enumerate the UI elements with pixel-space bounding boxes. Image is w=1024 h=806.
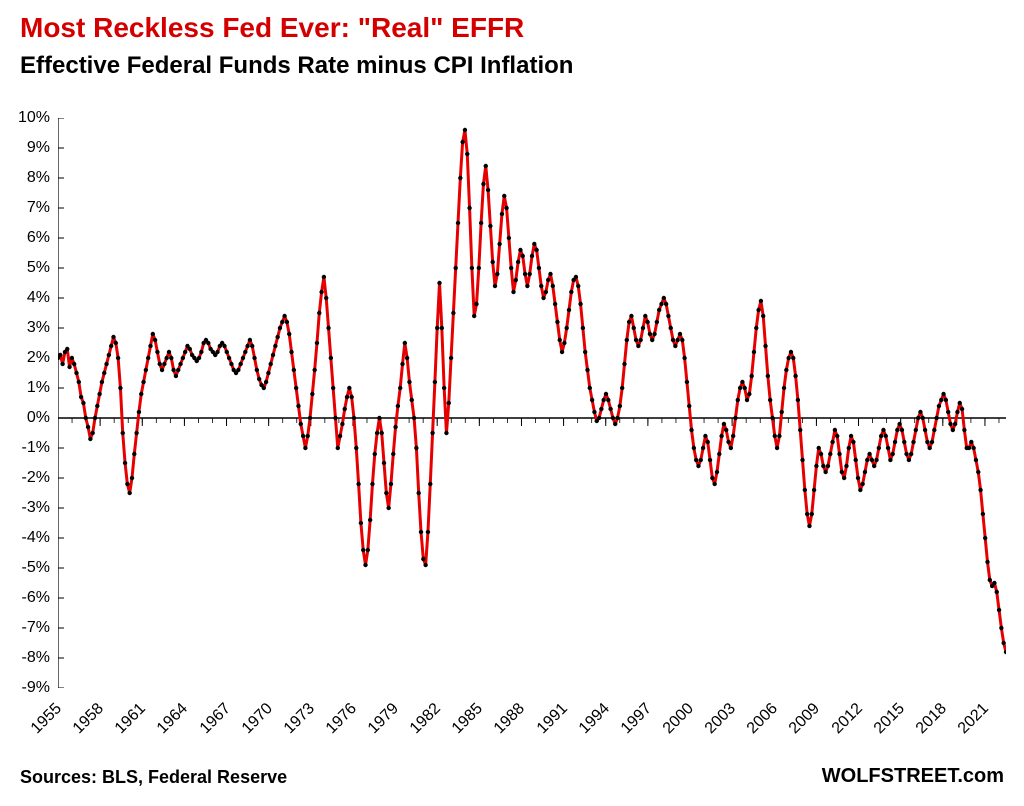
y-tick-label: 9%	[0, 139, 50, 157]
y-tick-label: -6%	[0, 589, 50, 607]
x-tick-label: 1976	[323, 700, 361, 738]
x-tick-label: 1997	[618, 700, 656, 738]
y-tick-label: 7%	[0, 199, 50, 217]
x-tick-label: 1991	[533, 700, 571, 738]
chart-plot	[58, 118, 1006, 688]
x-tick-label: 1973	[281, 700, 319, 738]
y-tick-label: 5%	[0, 259, 50, 277]
x-tick-label: 2018	[913, 700, 951, 738]
y-tick-label: -1%	[0, 439, 50, 457]
x-tick-label: 2003	[702, 700, 740, 738]
chart-title-main: Most Reckless Fed Ever: "Real" EFFR	[20, 12, 524, 44]
x-tick-label: 2006	[744, 700, 782, 738]
chart-container: { "chart": { "type": "line", "title_main…	[0, 0, 1024, 806]
x-tick-label: 1964	[154, 700, 192, 738]
y-tick-label: 2%	[0, 349, 50, 367]
x-tick-label: 2000	[660, 700, 698, 738]
y-tick-label: -3%	[0, 499, 50, 517]
y-tick-label: -7%	[0, 619, 50, 637]
x-tick-label: 1979	[365, 700, 403, 738]
x-tick-label: 1955	[28, 700, 66, 738]
x-tick-label: 1982	[407, 700, 445, 738]
y-tick-label: 4%	[0, 289, 50, 307]
x-tick-label: 1988	[491, 700, 529, 738]
y-tick-label: -2%	[0, 469, 50, 487]
y-tick-label: -4%	[0, 529, 50, 547]
y-tick-label: 3%	[0, 319, 50, 337]
x-tick-label: 2015	[870, 700, 908, 738]
y-tick-label: -5%	[0, 559, 50, 577]
y-tick-label: 6%	[0, 229, 50, 247]
y-tick-label: -8%	[0, 649, 50, 667]
x-tick-label: 2021	[955, 700, 993, 738]
x-tick-label: 1961	[112, 700, 150, 738]
y-tick-label: 10%	[0, 109, 50, 127]
footer-sources: Sources: BLS, Federal Reserve	[20, 767, 287, 788]
y-tick-label: 1%	[0, 379, 50, 397]
footer-brand: WOLFSTREET.com	[822, 765, 1004, 788]
x-tick-label: 1985	[449, 700, 487, 738]
y-tick-label: 8%	[0, 169, 50, 187]
x-tick-label: 1958	[70, 700, 108, 738]
chart-title-sub: Effective Federal Funds Rate minus CPI I…	[20, 52, 573, 80]
y-tick-label: 0%	[0, 409, 50, 427]
x-tick-label: 1970	[238, 700, 276, 738]
x-tick-label: 2012	[828, 700, 866, 738]
x-tick-label: 2009	[786, 700, 824, 738]
x-tick-label: 1967	[196, 700, 234, 738]
x-tick-label: 1994	[576, 700, 614, 738]
y-tick-label: -9%	[0, 679, 50, 697]
